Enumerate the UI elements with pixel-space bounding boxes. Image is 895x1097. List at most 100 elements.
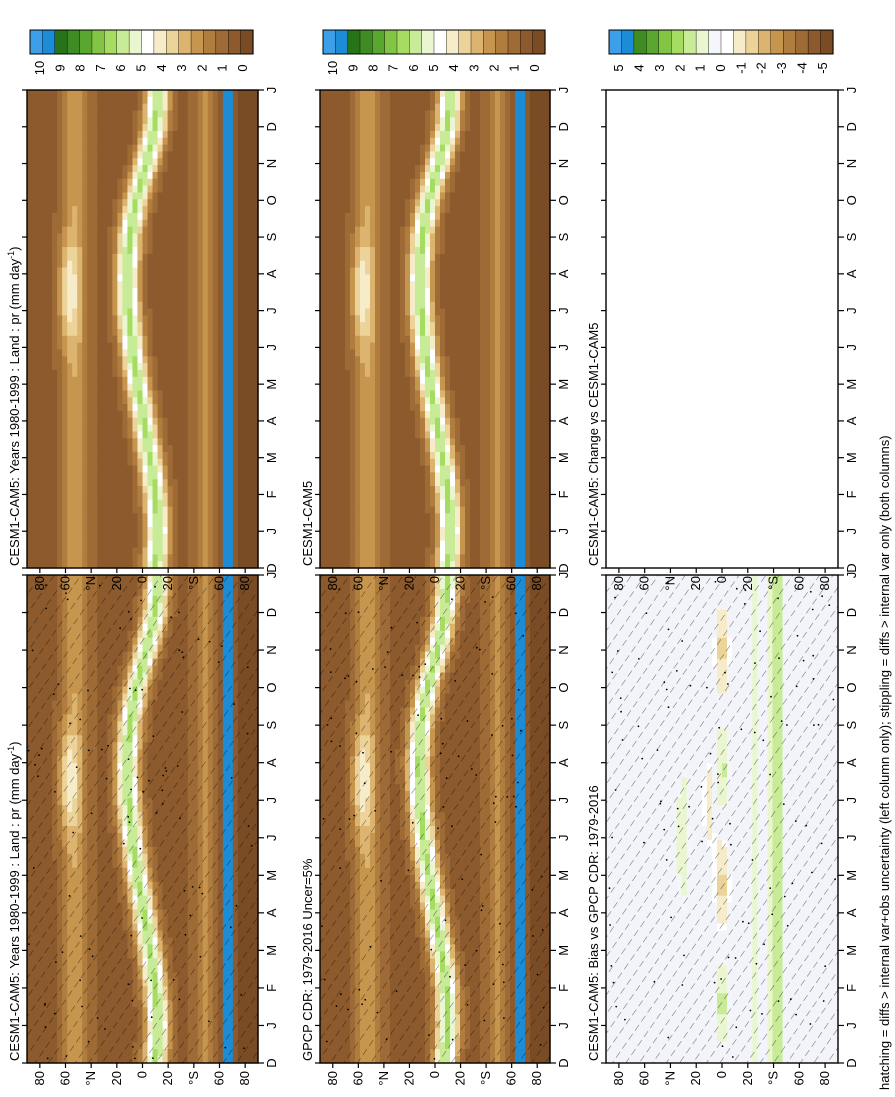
heat-cell	[52, 424, 58, 433]
heat-cell	[92, 185, 98, 194]
heat-cell	[97, 506, 103, 514]
heat-cell	[47, 165, 53, 173]
heat-cell	[47, 472, 53, 480]
heat-cell	[112, 144, 118, 153]
heat-cell	[37, 458, 43, 467]
stipple-dot	[141, 688, 144, 691]
heat-cell	[52, 465, 58, 473]
heat-cell	[27, 356, 33, 364]
heat-cell	[82, 124, 88, 132]
month-tick-label: N	[264, 645, 279, 654]
heat-cell	[82, 206, 88, 214]
heat-cell	[82, 192, 88, 200]
heat-cell	[57, 247, 63, 255]
stipple-dot	[69, 722, 71, 725]
heat-cell	[37, 233, 43, 241]
heat-cell	[102, 329, 108, 337]
heat-cell	[97, 540, 103, 549]
heat-cell	[127, 281, 134, 289]
heat-cell	[97, 410, 103, 419]
heat-cell	[52, 260, 58, 269]
heat-cell	[117, 158, 124, 166]
heat-cell	[37, 192, 43, 200]
heat-cell	[27, 158, 33, 166]
heat-cell	[97, 431, 103, 439]
heat-cell	[122, 479, 129, 487]
heat-cell	[117, 240, 124, 248]
heat-cell	[67, 137, 73, 146]
heat-cell	[92, 274, 98, 282]
heat-cell	[82, 308, 88, 316]
heat-cell	[107, 96, 113, 105]
lat-tick-label: 20	[160, 1071, 175, 1085]
heat-cell	[82, 404, 88, 412]
heat-cell	[72, 547, 78, 555]
heat-cell	[92, 540, 98, 549]
heat-cell	[67, 185, 73, 194]
heat-cell	[107, 410, 113, 419]
heat-cell	[37, 431, 43, 439]
heat-cell	[67, 267, 73, 275]
heat-cell	[107, 533, 113, 542]
heat-cell	[62, 206, 68, 214]
heat-cell	[102, 383, 108, 392]
heat-cell	[132, 192, 139, 200]
heat-cell	[72, 363, 78, 371]
heat-cell	[97, 253, 103, 262]
heat-cell	[57, 410, 63, 419]
heat-cell	[72, 315, 78, 323]
heat-cell	[42, 233, 48, 241]
heat-cell	[122, 397, 129, 405]
heat-cell	[47, 110, 53, 118]
heat-cell	[52, 315, 58, 323]
heat-cell	[82, 438, 88, 446]
heat-cell	[107, 206, 113, 214]
heat-cell	[57, 151, 63, 159]
heat-cell	[77, 274, 83, 282]
heat-cell	[127, 486, 134, 494]
heat-cell	[117, 130, 124, 139]
heat-cell	[32, 301, 38, 310]
heat-cell	[87, 206, 93, 214]
heat-cell	[127, 465, 134, 473]
heat-cell	[62, 322, 68, 330]
heat-cell	[77, 479, 83, 487]
heat-cell	[92, 240, 98, 248]
heat-cell	[92, 130, 98, 139]
heat-cell	[72, 335, 78, 344]
heat-cell	[92, 438, 98, 446]
heat-cell	[62, 226, 68, 234]
heat-cell	[102, 417, 108, 426]
heat-cell	[62, 486, 68, 494]
heat-cell	[127, 424, 134, 433]
heat-cell	[32, 527, 38, 535]
stipple-dot	[68, 895, 71, 897]
heat-cell	[57, 137, 63, 146]
heat-cell	[52, 472, 58, 480]
heat-cell	[77, 267, 83, 275]
stipple-dot	[28, 943, 30, 945]
heat-cell	[92, 124, 98, 132]
heat-cell	[102, 144, 108, 153]
heat-cell	[62, 212, 68, 221]
heat-cell	[62, 527, 68, 535]
heat-cell	[72, 103, 78, 112]
heat-cell	[137, 199, 144, 207]
heat-cell	[72, 513, 78, 521]
stipple-dot	[235, 904, 238, 907]
heat-cell	[67, 492, 73, 501]
heat-cell	[102, 274, 108, 282]
heat-cell	[27, 294, 33, 303]
heat-cell	[52, 349, 58, 357]
heat-cell	[37, 151, 43, 159]
heat-cell	[37, 226, 43, 234]
heat-cell	[72, 417, 78, 426]
heat-cell	[67, 486, 73, 494]
heat-cell	[77, 410, 83, 419]
stipple-dot	[208, 640, 211, 643]
month-tick-label: J	[264, 1022, 279, 1029]
heat-cell	[77, 124, 83, 132]
heat-cell	[77, 458, 83, 467]
heat-cell	[137, 178, 144, 187]
month-tick-label: M	[264, 945, 279, 956]
